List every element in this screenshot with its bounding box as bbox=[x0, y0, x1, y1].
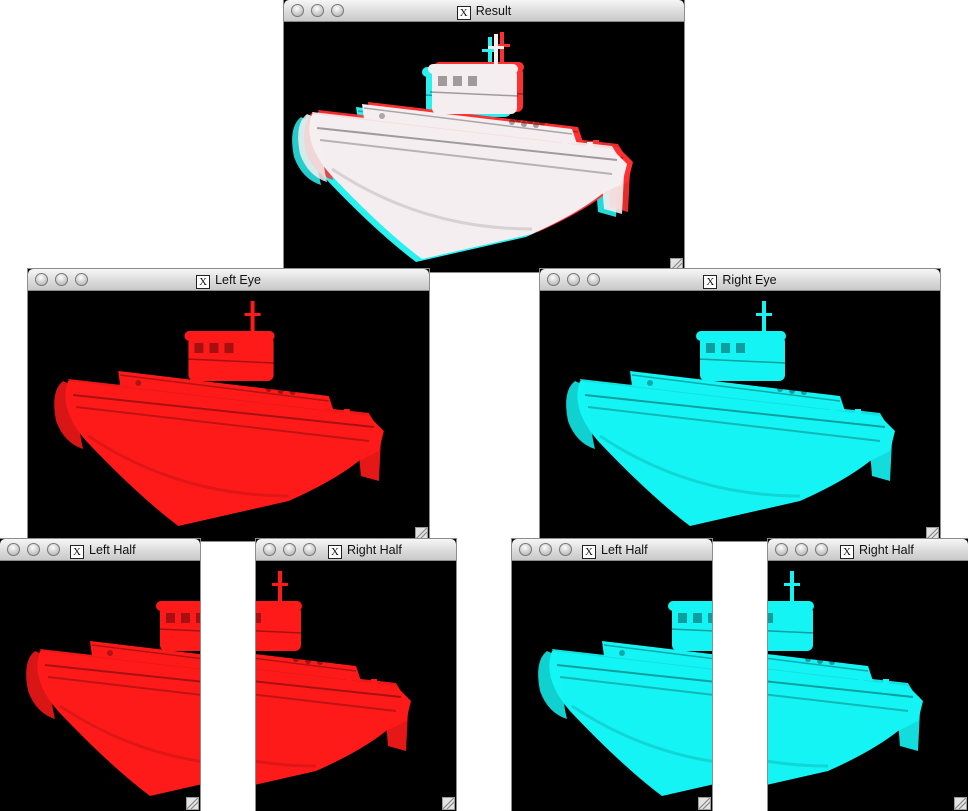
anaglyph-boat-image bbox=[290, 30, 635, 264]
resize-handle[interactable] bbox=[698, 797, 711, 810]
result-window[interactable]: X Result bbox=[284, 0, 684, 272]
title-bar[interactable]: X Right Half bbox=[256, 539, 456, 561]
title-bar[interactable]: X Left Eye bbox=[28, 269, 429, 291]
x11-icon: X bbox=[456, 6, 471, 20]
zoom-button[interactable] bbox=[303, 543, 316, 556]
window-title: X Result bbox=[284, 3, 684, 20]
window-controls bbox=[291, 4, 344, 17]
window-controls bbox=[547, 273, 600, 286]
close-button[interactable] bbox=[263, 543, 276, 556]
window-title: X Left Half bbox=[70, 542, 200, 559]
render-canvas bbox=[0, 561, 200, 811]
resize-handle[interactable] bbox=[186, 797, 199, 810]
x11-icon: X bbox=[840, 545, 854, 559]
title-bar[interactable]: X Right Half bbox=[768, 539, 968, 561]
left-half-cyan-window[interactable]: X Left Half bbox=[512, 539, 712, 811]
cyan-boat-image bbox=[564, 299, 897, 528]
left-eye-window[interactable]: X Left Eye bbox=[28, 269, 429, 541]
zoom-button[interactable] bbox=[331, 4, 344, 17]
resize-handle[interactable] bbox=[442, 797, 455, 810]
window-title: X Right Half bbox=[328, 542, 456, 559]
red-boat-right-half-image bbox=[256, 569, 413, 798]
zoom-button[interactable] bbox=[559, 543, 572, 556]
window-title: X Right Half bbox=[840, 542, 968, 559]
minimize-button[interactable] bbox=[27, 543, 40, 556]
zoom-button[interactable] bbox=[587, 273, 600, 286]
red-boat-image bbox=[52, 299, 386, 528]
resize-handle[interactable] bbox=[954, 797, 967, 810]
close-button[interactable] bbox=[7, 543, 20, 556]
title-bar[interactable]: X Left Half bbox=[512, 539, 712, 561]
close-button[interactable] bbox=[35, 273, 48, 286]
cyan-boat-left-half-image bbox=[536, 569, 712, 798]
window-controls bbox=[519, 543, 572, 556]
window-title: X Left Half bbox=[582, 542, 712, 559]
render-canvas bbox=[28, 291, 429, 541]
minimize-button[interactable] bbox=[55, 273, 68, 286]
window-title: X Left Eye bbox=[28, 272, 429, 289]
minimize-button[interactable] bbox=[311, 4, 324, 17]
minimize-button[interactable] bbox=[567, 273, 580, 286]
right-half-cyan-window[interactable]: X Right Half bbox=[768, 539, 968, 811]
close-button[interactable] bbox=[291, 4, 304, 17]
right-half-red-window[interactable]: X Right Half bbox=[256, 539, 456, 811]
title-bar[interactable]: X Result bbox=[284, 0, 684, 22]
minimize-button[interactable] bbox=[539, 543, 552, 556]
window-controls bbox=[775, 543, 828, 556]
x11-icon: X bbox=[582, 545, 596, 559]
render-canvas bbox=[512, 561, 712, 811]
render-canvas bbox=[256, 561, 456, 811]
x11-icon: X bbox=[70, 545, 84, 559]
title-bar[interactable]: X Left Half bbox=[0, 539, 200, 561]
close-button[interactable] bbox=[775, 543, 788, 556]
x11-icon: X bbox=[328, 545, 342, 559]
close-button[interactable] bbox=[519, 543, 532, 556]
close-button[interactable] bbox=[547, 273, 560, 286]
render-canvas bbox=[540, 291, 940, 541]
title-bar[interactable]: X Right Eye bbox=[540, 269, 940, 291]
minimize-button[interactable] bbox=[795, 543, 808, 556]
window-controls bbox=[263, 543, 316, 556]
zoom-button[interactable] bbox=[75, 273, 88, 286]
zoom-button[interactable] bbox=[815, 543, 828, 556]
zoom-button[interactable] bbox=[47, 543, 60, 556]
x11-icon: X bbox=[703, 275, 718, 289]
render-canvas bbox=[768, 561, 968, 811]
left-half-red-window[interactable]: X Left Half bbox=[0, 539, 200, 811]
cyan-boat-right-half-image bbox=[768, 569, 925, 798]
window-controls bbox=[7, 543, 60, 556]
window-controls bbox=[35, 273, 88, 286]
red-boat-left-half-image bbox=[24, 569, 200, 798]
render-canvas bbox=[284, 22, 684, 272]
window-title: X Right Eye bbox=[540, 272, 940, 289]
right-eye-window[interactable]: X Right Eye bbox=[540, 269, 940, 541]
minimize-button[interactable] bbox=[283, 543, 296, 556]
x11-icon: X bbox=[196, 275, 211, 289]
